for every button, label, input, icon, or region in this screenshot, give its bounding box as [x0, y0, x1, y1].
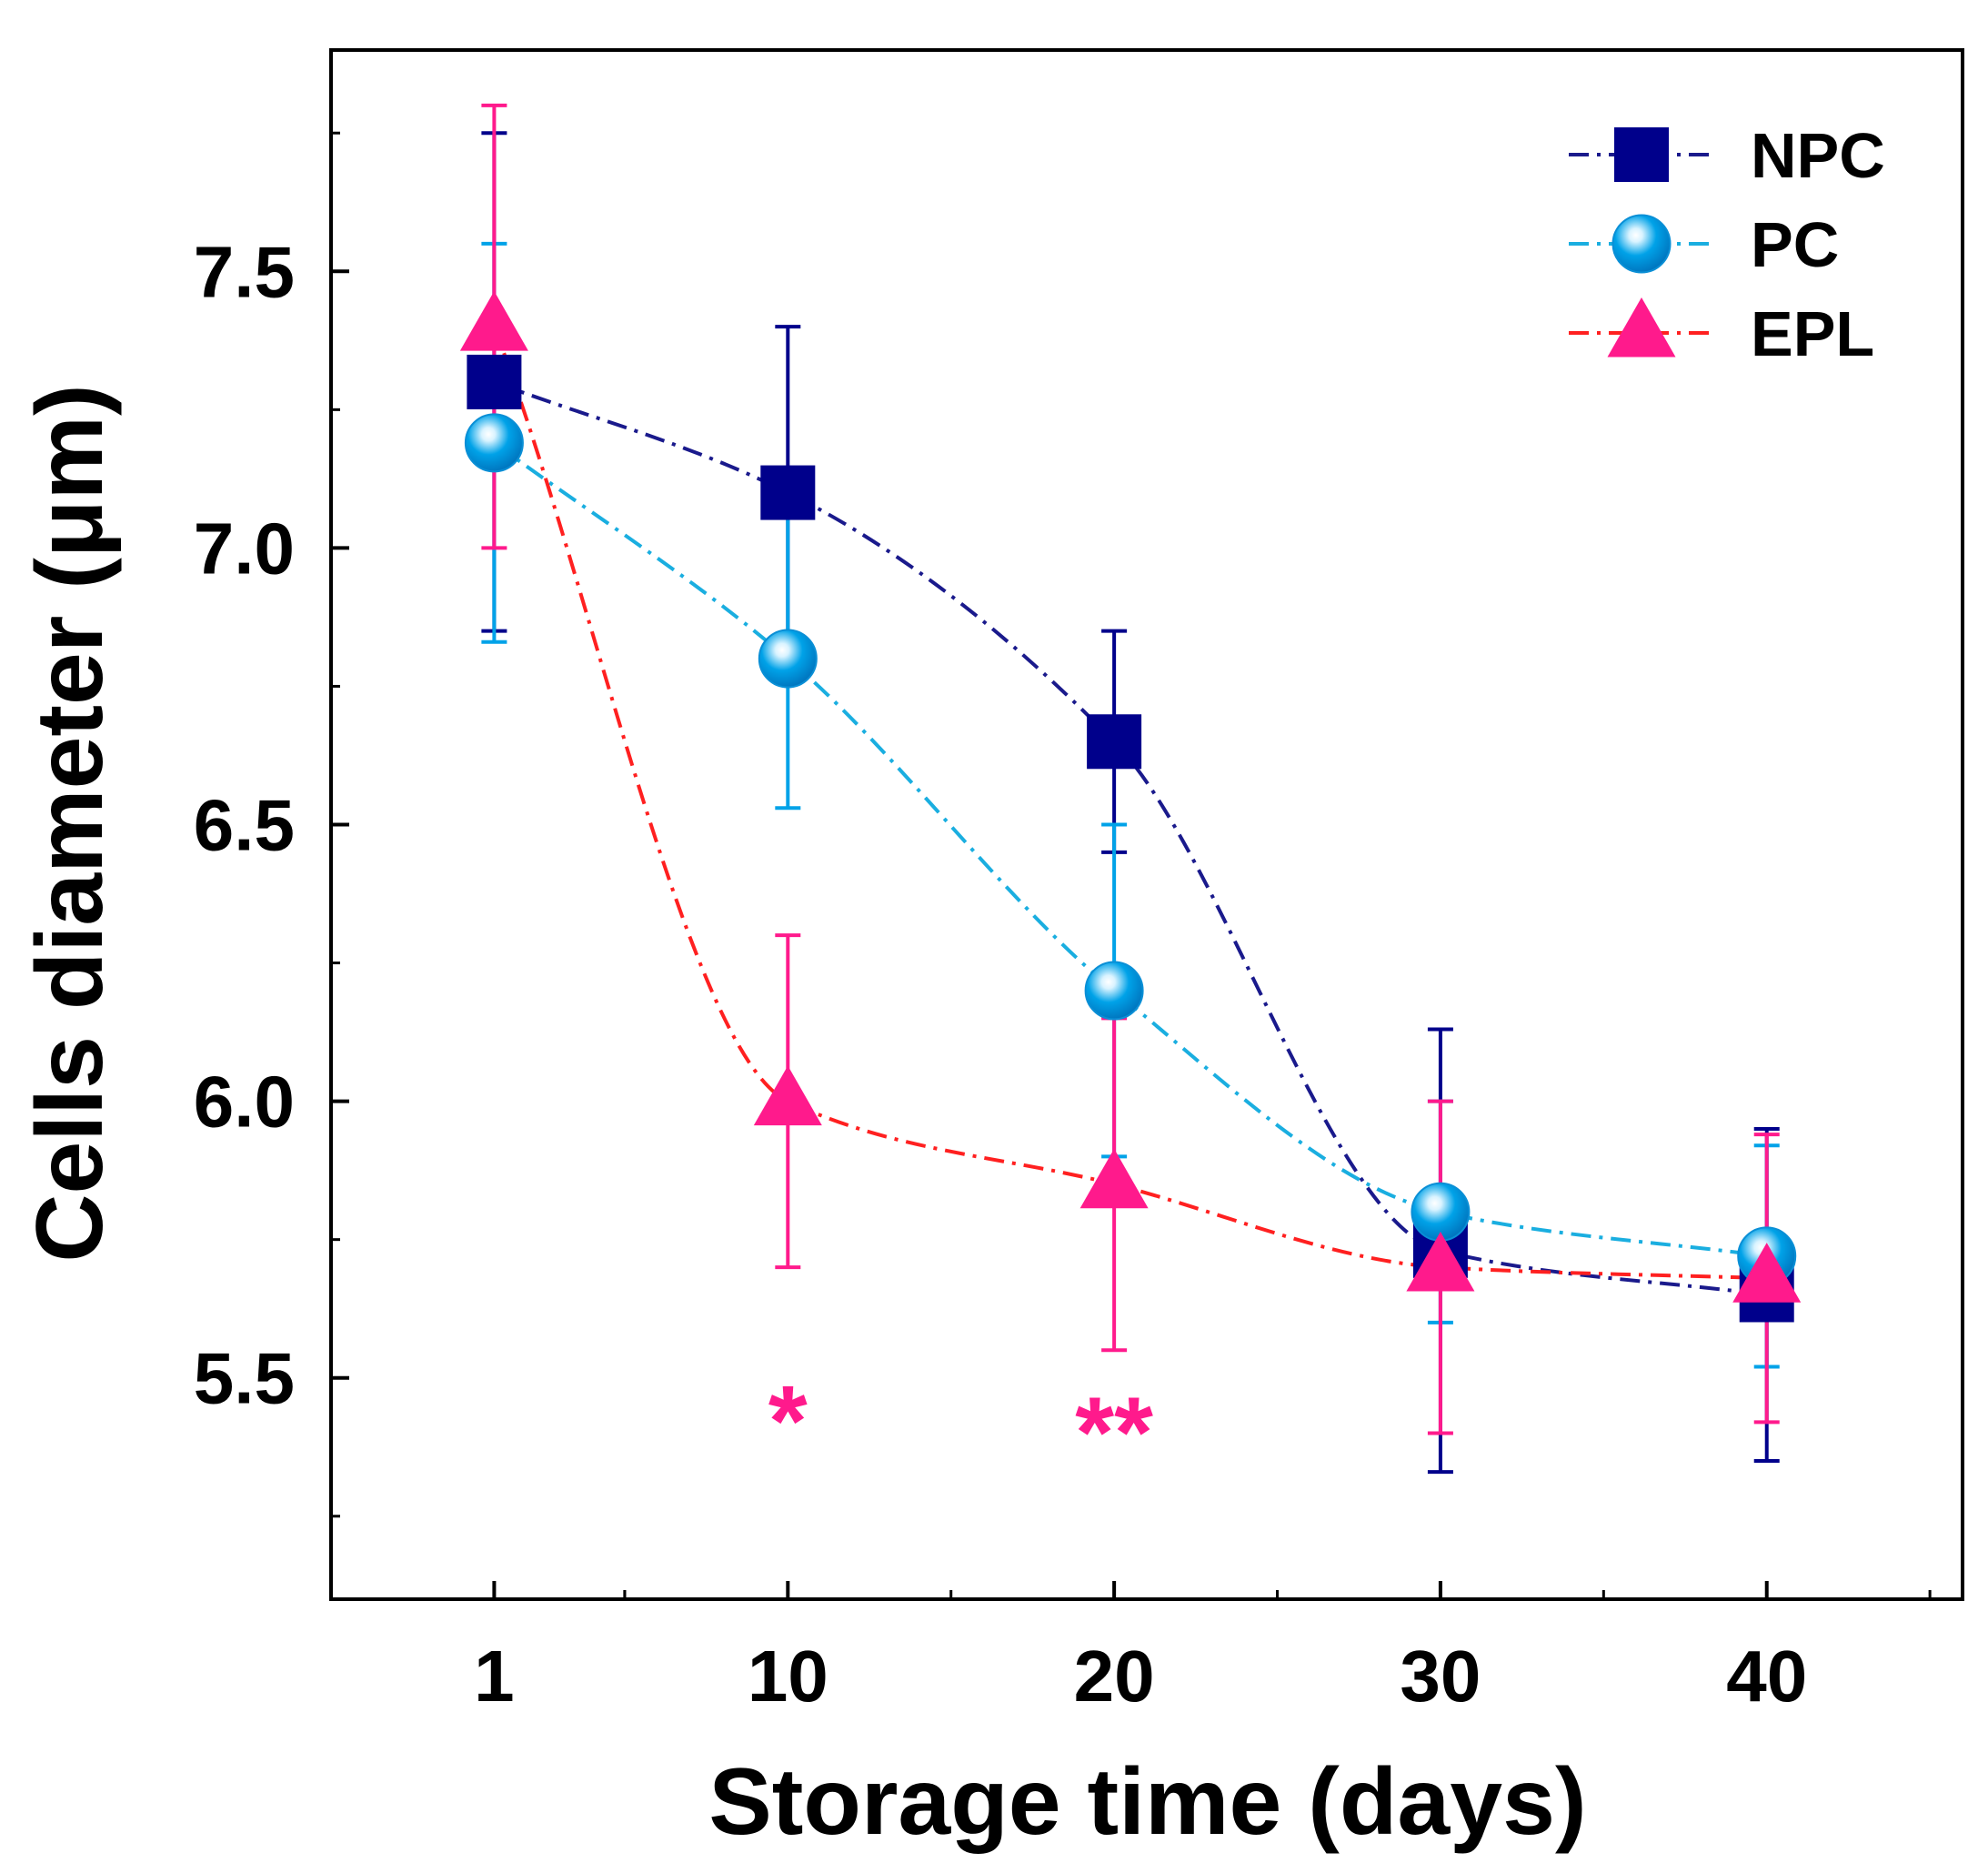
x-tick-label: 1 — [474, 1636, 515, 1717]
marker-pc — [464, 413, 524, 473]
significance-marker: ** — [1075, 1376, 1153, 1488]
fit-line-pc — [493, 441, 1767, 1258]
legend: NPC PC EPL — [1569, 120, 1885, 369]
marker-npc — [467, 354, 522, 409]
y-tick-label: 7.0 — [194, 508, 295, 589]
annotations: * ** — [768, 1365, 1153, 1488]
legend-marker-pc — [1611, 214, 1672, 274]
marker-npc — [760, 465, 816, 520]
significance-marker: * — [768, 1365, 808, 1477]
x-tick-label: 30 — [1400, 1636, 1481, 1717]
marker-epl — [1732, 1243, 1802, 1303]
fit-line-npc — [493, 380, 1767, 1297]
marker-epl — [753, 1065, 822, 1126]
y-tick-label: 7.5 — [194, 231, 295, 312]
marker-epl — [1406, 1232, 1475, 1292]
marker-pc — [758, 629, 818, 689]
axes: 5.5 6.0 6.5 7.0 7.5 1 10 20 30 40 — [194, 48, 1964, 1717]
marker-epl — [1079, 1148, 1149, 1209]
legend-label-npc: NPC — [1751, 120, 1885, 191]
marker-pc — [1084, 961, 1144, 1021]
x-tick-label: 10 — [748, 1636, 828, 1717]
data-markers — [459, 291, 1802, 1323]
legend-marker-epl — [1607, 297, 1676, 357]
legend-marker-npc — [1614, 127, 1669, 182]
marker-epl — [459, 291, 528, 351]
fit-line-epl — [492, 326, 1767, 1281]
plot-frame — [329, 48, 1964, 1601]
x-axis-title: Storage time (days) — [708, 1749, 1586, 1855]
marker-npc — [1087, 714, 1142, 770]
x-tick-label: 20 — [1074, 1636, 1155, 1717]
x-tick-label: 40 — [1726, 1636, 1807, 1717]
legend-label-epl: EPL — [1751, 298, 1874, 369]
y-tick-label: 6.5 — [194, 785, 295, 866]
fit-lines — [492, 326, 1767, 1297]
error-bars — [481, 103, 1780, 1475]
legend-label-pc: PC — [1751, 209, 1839, 280]
y-tick-label: 5.5 — [194, 1338, 295, 1419]
y-tick-label: 6.0 — [194, 1062, 295, 1143]
y-axis-title: Cells diameter (μm) — [17, 384, 123, 1262]
